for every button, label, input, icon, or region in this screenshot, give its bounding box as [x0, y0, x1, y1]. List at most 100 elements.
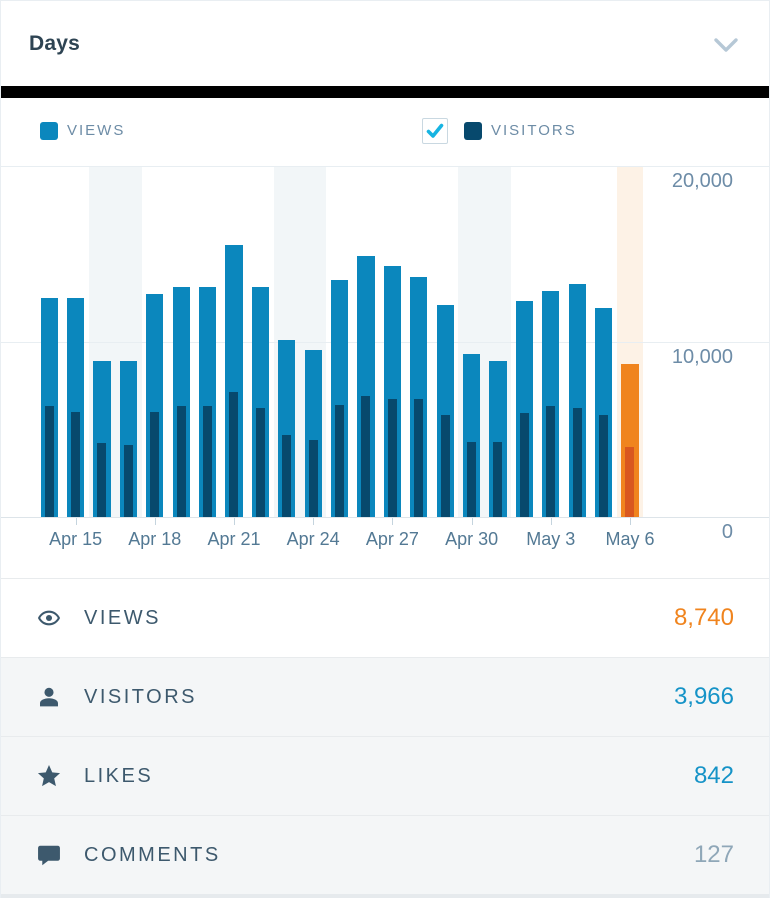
bar-group[interactable]: [353, 163, 379, 525]
summary-value: 127: [693, 841, 734, 868]
card-bottom-edge: [1, 894, 769, 898]
x-axis-label: Apr 24: [286, 529, 340, 549]
visitors-bar: [308, 440, 318, 517]
y-axis-label: 20,000: [671, 170, 733, 192]
bar-group[interactable]: [221, 163, 247, 525]
bar-group[interactable]: [247, 163, 273, 525]
visitors-bar: [282, 435, 292, 517]
bar-group[interactable]: [617, 163, 643, 525]
summary-value: 3,966: [673, 683, 734, 710]
x-axis-tick: [75, 518, 77, 525]
x-axis-tick: [630, 518, 631, 525]
visitors-legend-label: VISITORS: [491, 122, 577, 139]
summary-label: LIKES: [84, 764, 154, 787]
period-title: Days: [29, 31, 81, 55]
bar-group[interactable]: [36, 163, 62, 525]
visitors-bar: [572, 408, 582, 517]
legend-item-visitors: VISITORS: [422, 98, 577, 163]
bar-group[interactable]: [142, 163, 168, 525]
summary-tabs: VIEWS 8,740 VISITORS 3,966 LIKES 842 COMMENTS 1…: [1, 578, 769, 894]
visitors-bar: [335, 405, 345, 517]
visitors-swatch: [464, 121, 482, 140]
visitors-bar: [71, 412, 81, 517]
chart-legend: VIEWS VISITORS: [1, 98, 769, 163]
visitors-bar: [625, 447, 635, 517]
bar-group[interactable]: [590, 163, 616, 525]
user-icon: [36, 684, 62, 710]
x-axis-label: May 3: [526, 529, 576, 549]
views-swatch: [40, 121, 58, 140]
visitors-bar: [440, 415, 450, 517]
x-axis-tick: [392, 518, 394, 525]
visitors-bar: [176, 406, 186, 517]
visitors-bar: [255, 408, 265, 517]
bar-group[interactable]: [326, 163, 352, 525]
section-divider: [1, 86, 769, 98]
visitors-bar: [519, 413, 529, 517]
bar-group[interactable]: [511, 163, 537, 525]
summary-value: 842: [693, 762, 734, 789]
visitors-bar: [229, 392, 239, 517]
legend-item-views: VIEWS: [1, 121, 126, 140]
summary-value: 8,740: [673, 604, 734, 631]
visitors-bar: [150, 412, 160, 517]
bar-group[interactable]: [168, 163, 194, 525]
summary-label: COMMENTS: [84, 843, 221, 866]
x-axis-tick: [471, 518, 473, 525]
visitors-bar: [361, 396, 371, 517]
bar-group[interactable]: [564, 163, 590, 525]
bar-group[interactable]: [89, 163, 115, 525]
x-axis-label: Apr 30: [445, 529, 499, 549]
summary-row-likes[interactable]: LIKES 842: [1, 736, 769, 815]
x-axis-tick: [550, 518, 552, 525]
star-icon: [36, 763, 62, 789]
visitors-bar: [123, 445, 133, 517]
x-axis-line: [1, 517, 769, 518]
x-axis-tick: [154, 518, 156, 525]
chevron-down-icon[interactable]: [713, 32, 739, 56]
bar-group[interactable]: [62, 163, 88, 525]
bar-group[interactable]: [379, 163, 405, 525]
comment-icon: [36, 842, 62, 868]
summary-label: VIEWS: [84, 606, 161, 629]
eye-icon: [36, 605, 62, 631]
bar-group[interactable]: [194, 163, 220, 525]
x-axis-label: Apr 27: [365, 529, 419, 549]
x-axis-tick: [313, 518, 315, 525]
bar-chart: 20,000 10,000 0 Apr 15 Apr 18 Apr 21 Apr 24 Apr…: [1, 163, 769, 578]
bar-group[interactable]: [458, 163, 484, 525]
visitors-bar: [414, 399, 424, 517]
summary-row-visitors[interactable]: VISITORS 3,966: [1, 657, 769, 736]
summary-row-views[interactable]: VIEWS 8,740: [1, 578, 769, 657]
bar-group[interactable]: [538, 163, 564, 525]
visitors-bar: [44, 406, 54, 517]
summary-label: VISITORS: [84, 685, 197, 708]
bar-group[interactable]: [115, 163, 141, 525]
visitors-bar: [97, 443, 107, 517]
visitors-bar: [467, 442, 477, 517]
x-axis-tick: [234, 518, 235, 525]
visitors-bar: [493, 442, 503, 517]
x-axis-label: Apr 18: [128, 529, 182, 549]
bar-group[interactable]: [485, 163, 511, 525]
checkmark-icon: [426, 123, 444, 138]
visitors-bar: [387, 399, 397, 517]
y-axis-label: 0: [721, 521, 733, 543]
gridline: [1, 166, 769, 167]
views-legend-label: VIEWS: [67, 122, 126, 139]
visitors-checkbox[interactable]: [422, 117, 448, 144]
bar-group[interactable]: [300, 163, 326, 525]
bar-group[interactable]: [274, 163, 300, 525]
visitors-bar: [203, 406, 213, 517]
summary-row-comments[interactable]: COMMENTS 127: [1, 815, 769, 894]
bar-group[interactable]: [406, 163, 432, 525]
x-axis-label: Apr 15: [49, 529, 103, 549]
visitors-bar: [546, 406, 556, 517]
period-selector[interactable]: Days: [1, 0, 769, 86]
bar-group[interactable]: [432, 163, 458, 525]
x-axis-label: May 6: [605, 529, 655, 549]
x-axis-label: Apr 21: [207, 529, 261, 549]
visitors-bar: [599, 415, 609, 517]
y-axis-label: 10,000: [671, 345, 733, 368]
